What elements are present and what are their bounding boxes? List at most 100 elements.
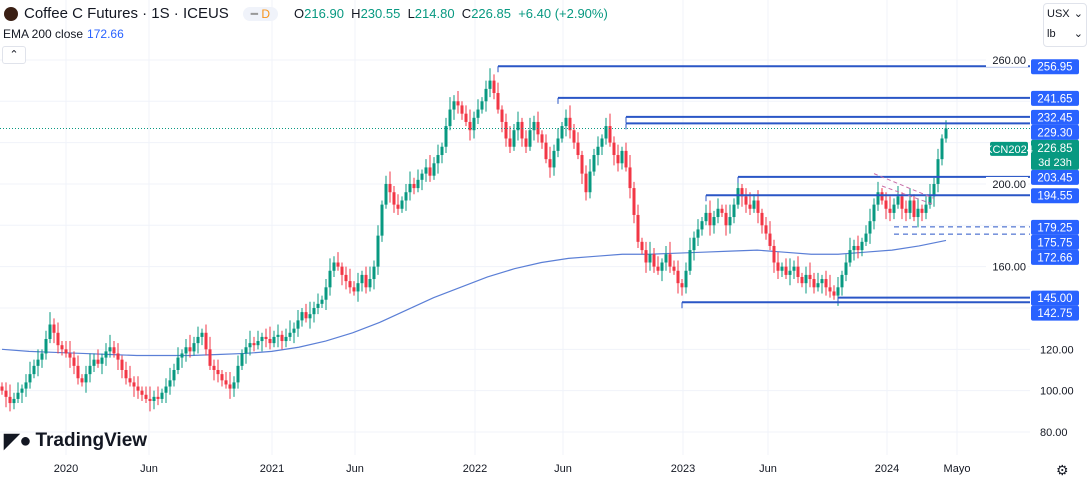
candle-body [428,167,432,176]
price-level-label [1031,234,1079,250]
candle-body [48,324,52,339]
candle-body [512,130,516,147]
candle-body [172,369,176,381]
tradingview-logo[interactable]: ◤● TradingView [4,428,147,453]
candle-body [840,274,844,288]
indicator-legend[interactable]: EMA 200 close 172.66 [3,27,124,41]
candle-body [356,283,360,292]
candle-body [532,121,536,131]
tv-logo-icon: ◤● [4,430,32,452]
candle-body [108,347,112,352]
candle-body [408,183,412,193]
candle-body [68,353,72,358]
price-level-text: 203.45 [1037,172,1072,184]
currency-select[interactable]: USX ⌄ [1044,4,1086,24]
unit-select[interactable]: lb ⌄ [1044,24,1086,44]
candle-body [328,270,332,288]
candle-body [924,204,928,213]
candle-body [852,245,856,251]
candle-body [616,155,620,164]
price-level-text: 145.00 [1037,293,1072,305]
candle-body [40,353,44,360]
collapse-legend-button[interactable]: ⌃ [2,46,26,64]
candle-body [260,336,264,342]
candle-body [740,188,744,197]
candle-body [632,188,636,215]
candle-body [860,241,864,251]
candle-body [352,287,356,292]
indicator-value: 172.66 [87,27,124,41]
candle-body [724,212,728,226]
candle-body [516,121,520,131]
candle-body [344,274,348,282]
candle-body [784,266,788,275]
symbol-legend: Coffee C Futures · 1S · ICEUS ━ D O216.9… [4,5,608,22]
candle-body [124,369,128,379]
candle-body [864,233,868,242]
candle-body [296,320,300,329]
candle-body [404,192,408,201]
candle-body [548,159,552,168]
unit-selector[interactable]: USX ⌄ lb ⌄ [1043,3,1087,47]
unit-value: lb [1047,28,1056,40]
candle-body [672,266,676,271]
candle-body [640,241,644,251]
candle-body [468,121,472,131]
candle-body [412,183,416,189]
candle-body [756,200,760,213]
candle-body [772,245,776,263]
candle-body [544,142,548,160]
candle-body [776,262,780,271]
candle-body [604,126,608,139]
x-tick-label: Mayo [944,463,971,475]
candle-body [212,365,216,370]
low-label: L [407,6,415,21]
candle-body [164,386,168,393]
high-label: H [351,6,361,21]
candle-body [868,221,872,234]
badge-label: D [261,6,271,21]
candle-body [140,390,144,395]
candle-body [256,341,260,346]
candle-body [836,287,840,296]
price-level-label [1031,124,1079,140]
candle-body [348,281,352,288]
candle-body [476,109,480,118]
candle-body [492,80,496,94]
candle-body [400,200,404,209]
candle-body [84,374,88,383]
candle-body [944,128,948,139]
low-value: 214.80 [414,6,455,21]
candle-body [264,336,268,339]
candle-body [572,130,576,143]
candle-body [432,163,436,176]
candle-body [704,212,708,222]
x-tick-label: 2021 [260,463,284,475]
candle-body [292,328,296,333]
candle-body [612,142,616,156]
price-level-text: 172.66 [1037,252,1072,264]
candle-body [716,208,720,218]
candle-body [936,159,940,184]
candle-body [676,270,680,284]
price-level-label [1031,90,1079,106]
candle-body [856,245,860,251]
candle-body [100,357,104,364]
symbol-title[interactable]: Coffee C Futures · 1S · ICEUS [24,5,229,22]
candle-body [568,117,572,131]
x-tick-label: Jun [554,463,572,475]
candle-body [244,347,248,354]
candle-body [932,183,936,197]
candle-body [752,200,756,209]
candle-body [64,349,68,354]
delayed-badge[interactable]: ━ D [242,6,279,21]
candle-body [104,351,108,358]
candle-body [248,343,252,348]
settings-gear-icon[interactable]: ⚙ [1056,462,1069,478]
y-tick-label: 160.00 [992,262,1026,274]
price-level-text: 232.45 [1037,112,1072,124]
candle-body [88,365,92,375]
candle-body [144,394,148,399]
candle-body [96,359,100,364]
